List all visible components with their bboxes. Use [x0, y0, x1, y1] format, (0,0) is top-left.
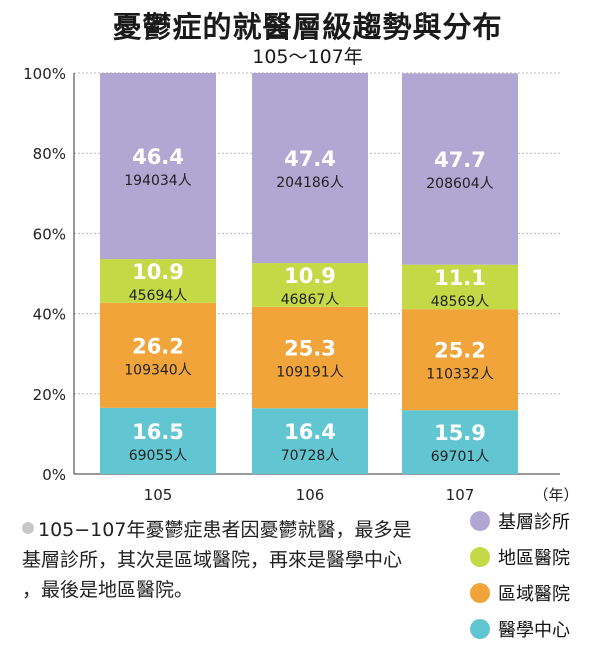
bar-segment — [100, 302, 216, 408]
bar-count-label: 69055人 — [129, 448, 188, 464]
bar-count-label: 69701人 — [431, 449, 490, 465]
y-tick-label: 80% — [33, 145, 66, 163]
x-tick-label: 106 — [296, 486, 325, 504]
legend-label: 地區醫院 — [498, 548, 570, 569]
y-tick-label: 40% — [33, 306, 66, 324]
bullet-dot-icon — [22, 522, 34, 534]
bar-segment — [402, 410, 518, 474]
y-tick-label: 0% — [42, 466, 66, 484]
bar-value-label: 47.4 — [284, 147, 336, 171]
bar-value-label: 46.4 — [132, 145, 184, 169]
x-tick-label: 105 — [144, 486, 173, 504]
bar-count-label: 46867人 — [281, 292, 340, 308]
bar-value-label: 25.3 — [284, 337, 336, 361]
bar-segment — [252, 408, 368, 474]
x-tick-label: 107 — [446, 486, 475, 504]
legend-item: 區域醫院 — [470, 581, 610, 605]
y-tick-label: 60% — [33, 225, 66, 243]
bar-value-label: 16.5 — [132, 420, 184, 444]
bar-count-label: 109191人 — [276, 365, 343, 381]
footnote-text: 105−107年憂鬱症患者因憂鬱就醫，最多是基層診所，其次是區域醫院，再來是醫學… — [22, 519, 412, 601]
bar-count-label: 45694人 — [129, 288, 188, 304]
bar-count-label: 204186人 — [276, 175, 343, 191]
legend-item: 醫學中心 — [470, 617, 610, 641]
legend-label: 基層診所 — [498, 512, 570, 533]
chart-subtitle: 105～107年 — [252, 46, 363, 68]
bar-count-label: 194034人 — [124, 173, 191, 189]
legend-swatch-icon — [470, 619, 490, 639]
x-axis-unit-label: （年） — [533, 486, 578, 504]
legend-item: 基層診所 — [470, 509, 610, 533]
bar-segment — [402, 73, 518, 265]
bar-segment — [252, 73, 368, 264]
bar-count-label: 48569人 — [431, 294, 490, 310]
bar-value-label: 16.4 — [284, 420, 336, 444]
bar-value-label: 47.7 — [434, 148, 486, 172]
legend-swatch-icon — [470, 547, 490, 567]
footnote: 105−107年憂鬱症患者因憂鬱就醫，最多是基層診所，其次是區域醫院，再來是醫學… — [22, 515, 422, 605]
bar-segment — [252, 306, 368, 409]
y-tick-label: 100% — [23, 65, 66, 83]
y-tick-label: 20% — [33, 386, 66, 404]
legend-swatch-icon — [470, 583, 490, 603]
bar-value-label: 15.9 — [434, 421, 486, 445]
bar-count-label: 109340人 — [124, 362, 191, 378]
bar-segment — [100, 73, 216, 260]
legend-swatch-icon — [470, 511, 490, 531]
bar-segment — [402, 309, 518, 411]
legend: 基層診所地區醫院區域醫院醫學中心 — [470, 509, 610, 653]
bar-segment — [100, 259, 216, 303]
bar-segment — [100, 407, 216, 474]
legend-label: 醫學中心 — [498, 620, 570, 641]
bar-count-label: 110332人 — [426, 367, 493, 383]
bar-segment — [402, 264, 518, 310]
bar-segment — [252, 263, 368, 307]
bar-value-label: 10.9 — [284, 264, 336, 288]
legend-item: 地區醫院 — [470, 545, 610, 569]
stacked-bar-chart: 0% 20% 40% 60% 80% 100% 16.5 69055人 26.2 109340人 1… — [23, 65, 578, 504]
chart-title: 憂鬱症的就醫層級趨勢與分布 — [112, 10, 503, 44]
bar-value-label: 25.2 — [434, 339, 486, 363]
bar-value-label: 11.1 — [434, 266, 486, 290]
bar-value-label: 10.9 — [132, 260, 184, 284]
bar-count-label: 70728人 — [281, 448, 340, 464]
bar-value-label: 26.2 — [132, 334, 184, 358]
bar-count-label: 208604人 — [426, 176, 493, 192]
legend-label: 區域醫院 — [498, 584, 570, 605]
